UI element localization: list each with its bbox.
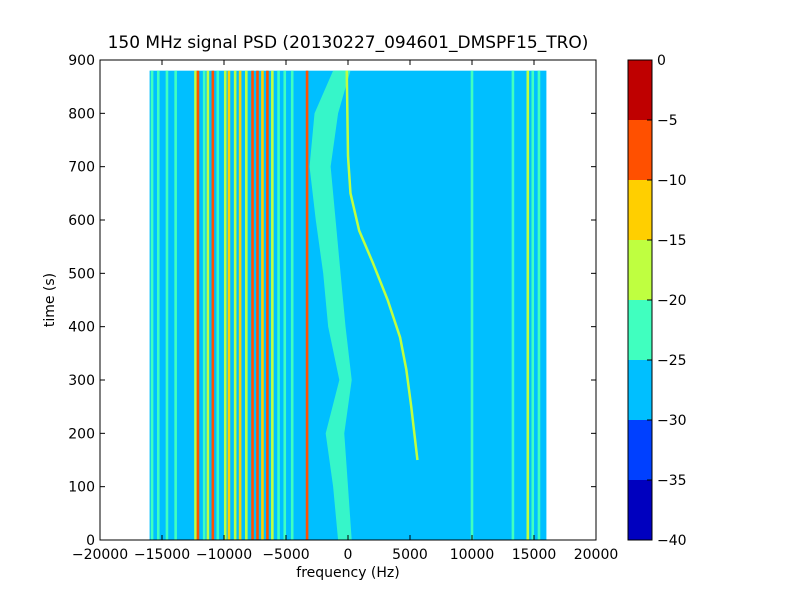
static-line-17	[261, 70, 264, 541]
colorbar-tick-label: −30	[657, 413, 687, 429]
colorbar-segment	[628, 180, 652, 240]
static-line-21	[283, 70, 287, 541]
static-line-27	[531, 70, 535, 541]
x-tick-label: −5000	[262, 547, 309, 563]
x-axis-label: frequency (Hz)	[296, 565, 399, 581]
static-line-28	[537, 70, 541, 541]
static-line-22	[290, 70, 294, 541]
colorbar-tick-label: −35	[657, 473, 687, 489]
y-tick-label: 800	[68, 106, 95, 122]
colorbar-segment	[628, 60, 652, 120]
static-line-9	[216, 70, 220, 541]
static-line-23	[305, 70, 309, 541]
static-line-2	[165, 70, 169, 541]
colorbar: −40 −35 −30 −25 −20 −15 −10 −5 0	[627, 53, 687, 549]
x-tick-label: −15000	[134, 547, 190, 563]
x-axis: −20000 −15000 −10000 −5000 0 5000 10000 15000 20…	[72, 60, 618, 563]
y-tick-label: 600	[68, 213, 95, 229]
x-tick-label: 20000	[574, 547, 619, 563]
y-tick-label: 500	[68, 266, 95, 282]
colorbar-segment	[628, 420, 652, 480]
static-line-12	[233, 70, 237, 541]
static-line-11	[227, 70, 231, 541]
static-line-13	[238, 70, 242, 541]
colorbar-tick-label: −10	[657, 173, 687, 189]
wandering-band	[309, 70, 352, 541]
static-line-19	[271, 70, 274, 541]
colorbar-tick-label: 0	[657, 53, 666, 69]
static-line-18	[266, 70, 269, 541]
static-line-20	[277, 70, 280, 541]
colorbar-segment	[628, 120, 652, 180]
x-tick-label: −10000	[196, 547, 252, 563]
colorbar-tick-label: −20	[657, 293, 687, 309]
spectrogram-image	[149, 70, 547, 541]
static-line-4	[194, 70, 197, 541]
plot-area	[99, 59, 597, 541]
y-tick-label: 0	[86, 533, 95, 549]
static-line-0	[150, 70, 154, 541]
static-line-8	[211, 70, 215, 541]
static-line-7	[206, 70, 210, 541]
y-tick-label: 700	[68, 160, 95, 176]
x-tick-label: −20000	[72, 547, 128, 563]
y-tick-label: 400	[68, 320, 95, 336]
colorbar-segment	[628, 360, 652, 420]
static-line-5	[196, 70, 200, 541]
chart-title: 150 MHz signal PSD (20130227_094601_DMSP…	[108, 33, 589, 53]
colorbar-segment	[628, 480, 652, 540]
static-line-1	[156, 70, 160, 541]
doppler-trace	[345, 70, 419, 461]
colorbar-tick-label: −15	[657, 233, 687, 249]
static-line-26	[526, 70, 530, 541]
y-tick-label: 300	[68, 373, 95, 389]
y-axis: 0 100 200 300 400 500 600 700 800 900	[68, 53, 596, 549]
static-line-15	[251, 70, 254, 541]
static-line-14	[245, 70, 248, 541]
x-tick-label: 5000	[392, 547, 428, 563]
colorbar-segment	[628, 300, 652, 360]
static-line-6	[202, 70, 206, 541]
y-tick-label: 200	[68, 426, 95, 442]
y-tick-label: 900	[68, 53, 95, 69]
colorbar-segment	[628, 240, 652, 300]
colorbar-tick-label: −40	[657, 533, 687, 549]
colorbar-tick-label: −5	[657, 113, 678, 129]
static-line-24	[470, 70, 474, 541]
static-line-3	[174, 70, 177, 541]
colorbar-tick-label: −25	[657, 353, 687, 369]
y-axis-label: time (s)	[42, 273, 58, 327]
x-tick-label: 10000	[450, 547, 495, 563]
static-line-16	[256, 70, 259, 541]
static-line-25	[511, 70, 515, 541]
x-tick-label: 15000	[512, 547, 557, 563]
x-tick-label: 0	[344, 547, 353, 563]
static-line-10	[223, 70, 227, 541]
y-tick-label: 100	[68, 480, 95, 496]
